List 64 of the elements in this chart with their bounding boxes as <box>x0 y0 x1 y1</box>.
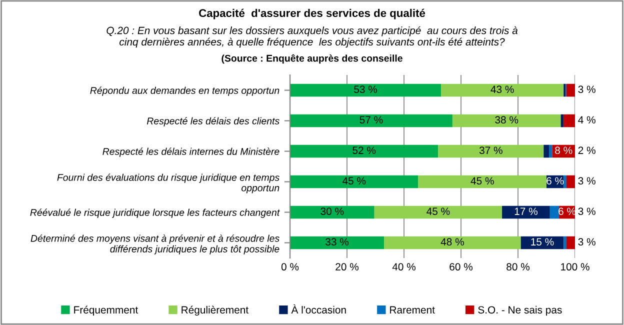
bar <box>564 114 575 128</box>
data-label: 17 % <box>514 208 538 216</box>
bar <box>502 206 550 219</box>
legend-label: Fréquemment <box>74 306 138 316</box>
y-tick-label: Respecté les délais internes du Ministère <box>102 148 280 157</box>
data-label: 57 % <box>360 116 383 124</box>
bar <box>438 144 544 158</box>
data-label: 38 % <box>495 116 518 124</box>
y-tick-label: Déterminé des moyens visant à prévenir et à résoudre les différends juridiques le plus tôt possible <box>30 234 280 254</box>
y-tick-label: Respecté les délais des clients <box>146 117 280 126</box>
data-label: 37 % <box>479 146 502 154</box>
data-label: 3 % <box>578 177 596 185</box>
bar <box>441 84 564 97</box>
data-label: 43 % <box>490 86 514 94</box>
data-label: 6 % <box>546 177 564 185</box>
y-tick-label: Répondu aux demandes en temps opportun <box>90 86 280 96</box>
data-label: 48 % <box>440 238 464 246</box>
data-label: 3 % <box>578 208 596 216</box>
legend-label: Rarement <box>390 306 435 314</box>
bar <box>290 175 418 188</box>
bar <box>566 175 575 188</box>
x-tick-label: 20 % <box>336 263 358 271</box>
bar <box>290 236 384 250</box>
data-label: 3 % <box>578 238 596 246</box>
bar <box>384 236 521 250</box>
bar <box>550 206 560 219</box>
bar <box>544 144 550 158</box>
bar <box>452 114 561 128</box>
text: (Source : Enquête auprès des conseille <box>222 54 402 64</box>
data-label: 45 % <box>426 208 450 216</box>
x-tick-label: 80 % <box>506 263 530 271</box>
data-label: 45 % <box>342 177 366 185</box>
bar <box>374 206 502 219</box>
bar <box>290 114 452 128</box>
legend-label: Régulièrement <box>182 306 248 316</box>
y-tick-label: Fourni des évaluations du risque juridique en temps opportun <box>57 174 280 194</box>
data-label: 2 % <box>578 146 596 154</box>
bar <box>290 206 374 219</box>
chart-title: Capacité d'assurer des services de qualité <box>199 8 426 20</box>
data-label: 53 % <box>354 86 378 94</box>
chart-subtitle: Q.20 : En vous basant sur les dossiers auxquels vous avez participé au cours des trois à cinq dernières années, à quelle fréquence les objectifs suivants ont-ils été atteints? <box>106 26 518 48</box>
x-tick-label: 0 % <box>281 263 299 271</box>
data-label: 52 % <box>352 146 376 154</box>
legend-label: À l'occasion <box>291 304 346 314</box>
bar <box>418 175 546 188</box>
bar <box>290 84 442 97</box>
data-label: 4 % <box>578 116 596 124</box>
data-label: 3 % <box>578 86 596 94</box>
bar <box>290 144 438 158</box>
bar <box>566 84 575 97</box>
data-label: 15 % <box>531 238 554 246</box>
x-tick-label: 40 % <box>392 263 416 271</box>
x-tick-label: 100 % <box>561 263 590 271</box>
data-label: 30 % <box>320 208 344 216</box>
data-label: 8 % <box>555 146 572 154</box>
x-tick-label: 60 % <box>450 263 472 271</box>
y-tick-label: Réévalué le risque juridique lorsque les facteurs changent <box>30 208 280 218</box>
legend-label: S.O. - Ne sais pas <box>478 306 562 316</box>
bar <box>564 175 566 188</box>
bar <box>564 236 566 250</box>
data-label: 33 % <box>326 238 349 246</box>
data-label: 45 % <box>470 177 494 185</box>
bar <box>566 236 575 250</box>
bar <box>560 114 564 128</box>
